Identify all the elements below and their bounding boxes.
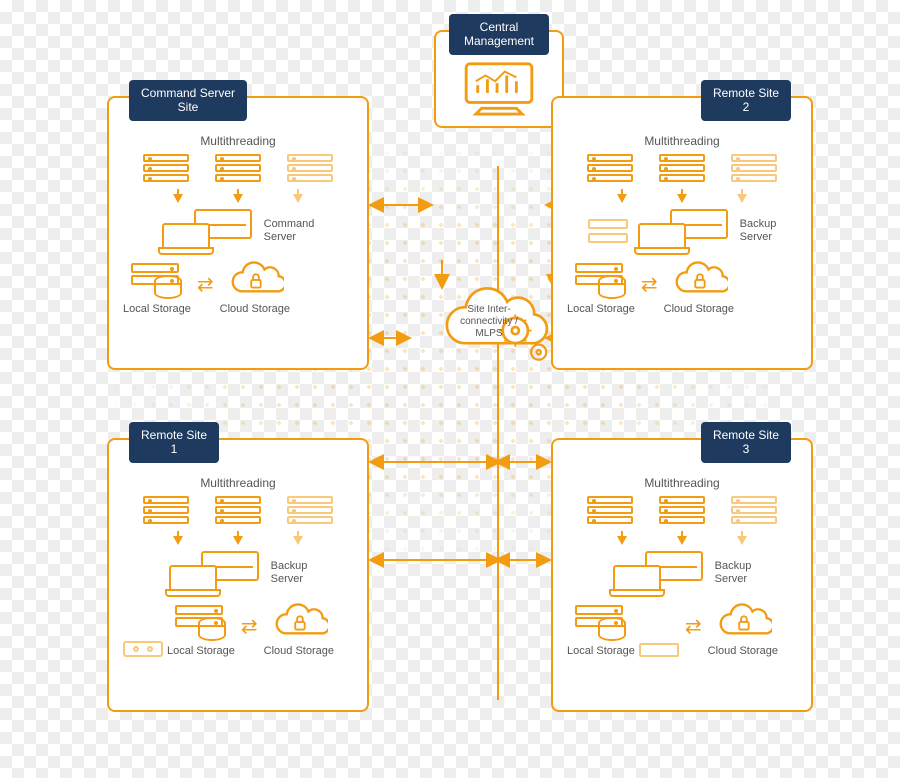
server-rack-icon (731, 496, 777, 524)
bidirectional-arrow-icon: ⇄ (685, 614, 702, 639)
local-storage-label: Local Storage (167, 645, 235, 657)
laptop-server-icon (162, 209, 252, 253)
local-storage-group: Local Storage (567, 605, 635, 657)
cloud-lock-icon (226, 261, 284, 297)
laptop-server-icon (638, 209, 728, 253)
cloud-storage-group: Cloud Storage (220, 261, 290, 315)
down-arrow-icon (677, 536, 687, 545)
server-type-label: BackupServer (715, 560, 752, 586)
cloud-lock-icon (714, 603, 772, 639)
down-arrow-icon (737, 194, 747, 203)
down-arrow-icon (617, 194, 627, 203)
local-storage-group: Local Storage (167, 605, 235, 657)
site-title: Remote Site3 (701, 422, 791, 463)
server-type-label: CommandServer (264, 218, 315, 244)
interconnect-label: Site Inter-connectivity / MLPS (454, 304, 524, 340)
database-icon (198, 617, 226, 641)
server-rack-icon (587, 154, 633, 182)
tape-drive-icon (123, 641, 163, 657)
local-storage-label: Local Storage (123, 303, 191, 315)
multithreading-label: Multithreading (567, 134, 797, 148)
server-rack-icon (143, 496, 189, 524)
bidirectional-arrow-icon: ⇄ (197, 272, 214, 297)
down-arrow-icon (233, 536, 243, 545)
server-rack-icon (659, 496, 705, 524)
cloud-storage-group: Cloud Storage (264, 603, 334, 657)
database-icon (598, 617, 626, 641)
down-arrow-icon (173, 194, 183, 203)
server-rack-icon (731, 154, 777, 182)
drive-icon (639, 643, 679, 657)
cloud-storage-group: Cloud Storage (708, 603, 778, 657)
site-remote3: Remote Site3MultithreadingBackupServerLo… (551, 438, 813, 712)
site-remote2: Remote Site2MultithreadingBackupServerLo… (551, 96, 813, 370)
extra-servers-icon (588, 219, 628, 243)
multithreading-label: Multithreading (123, 476, 353, 490)
database-icon (598, 275, 626, 299)
down-arrow-icon (677, 194, 687, 203)
server-rack-icon (287, 154, 333, 182)
cloud-storage-label: Cloud Storage (264, 645, 334, 657)
laptop-server-icon (169, 551, 259, 595)
cloud-storage-label: Cloud Storage (220, 303, 290, 315)
local-storage-label: Local Storage (567, 303, 635, 315)
site-command: Command ServerSiteMultithreadingCommandS… (107, 96, 369, 370)
server-type-label: BackupServer (271, 560, 308, 586)
multithreading-label: Multithreading (123, 134, 353, 148)
site-remote1: Remote Site1MultithreadingBackupServerLo… (107, 438, 369, 712)
site-title: Remote Site1 (129, 422, 219, 463)
bidirectional-arrow-icon: ⇄ (241, 614, 258, 639)
laptop-server-icon (613, 551, 703, 595)
down-arrow-icon (293, 194, 303, 203)
multithreading-label: Multithreading (567, 476, 797, 490)
down-arrow-icon (233, 194, 243, 203)
local-storage-label: Local Storage (567, 645, 635, 657)
server-rack-icon (143, 154, 189, 182)
central-label: Central Management (449, 14, 549, 55)
central-management-panel: Central Management (434, 30, 564, 128)
cloud-storage-label: Cloud Storage (664, 303, 734, 315)
site-title: Remote Site2 (701, 80, 791, 121)
cloud-lock-icon (670, 261, 728, 297)
down-arrow-icon (293, 536, 303, 545)
server-rack-icon (287, 496, 333, 524)
server-rack-icon (659, 154, 705, 182)
monitor-icon (460, 60, 538, 116)
server-rack-icon (587, 496, 633, 524)
down-arrow-icon (617, 536, 627, 545)
down-arrow-icon (737, 536, 747, 545)
down-arrow-icon (173, 536, 183, 545)
local-storage-group: Local Storage (123, 263, 191, 315)
site-title: Command ServerSite (129, 80, 247, 121)
local-storage-group: Local Storage (567, 263, 635, 315)
cloud-lock-icon (270, 603, 328, 639)
cloud-storage-group: Cloud Storage (664, 261, 734, 315)
cloud-storage-label: Cloud Storage (708, 645, 778, 657)
database-icon (154, 275, 182, 299)
bidirectional-arrow-icon: ⇄ (641, 272, 658, 297)
server-type-label: BackupServer (740, 218, 777, 244)
server-rack-icon (215, 154, 261, 182)
server-rack-icon (215, 496, 261, 524)
